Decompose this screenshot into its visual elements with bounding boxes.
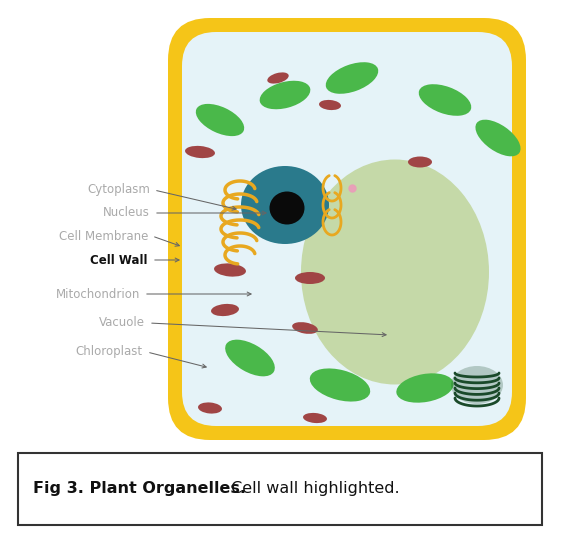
Ellipse shape — [419, 84, 472, 116]
Text: Cell wall highlighted.: Cell wall highlighted. — [226, 482, 400, 496]
Ellipse shape — [241, 166, 329, 244]
Ellipse shape — [326, 62, 378, 94]
Ellipse shape — [295, 272, 325, 284]
Ellipse shape — [396, 373, 454, 403]
Text: Vacuole: Vacuole — [99, 316, 145, 329]
Ellipse shape — [196, 104, 244, 136]
Ellipse shape — [319, 100, 341, 110]
Text: Fig 3. Plant Organelles.: Fig 3. Plant Organelles. — [33, 482, 246, 496]
Ellipse shape — [270, 192, 305, 225]
Ellipse shape — [198, 402, 222, 414]
Text: Nucleus: Nucleus — [103, 206, 150, 219]
FancyBboxPatch shape — [168, 18, 526, 440]
Text: Mitochondrion: Mitochondrion — [56, 287, 140, 300]
FancyBboxPatch shape — [182, 32, 512, 426]
Ellipse shape — [310, 368, 370, 402]
Ellipse shape — [225, 340, 275, 376]
Text: Cytoplasm: Cytoplasm — [87, 184, 150, 197]
Text: Chloroplast: Chloroplast — [76, 346, 143, 359]
Ellipse shape — [211, 304, 239, 316]
Ellipse shape — [408, 157, 432, 167]
Ellipse shape — [268, 72, 289, 84]
Ellipse shape — [475, 120, 520, 156]
Ellipse shape — [185, 146, 215, 158]
Text: Cell Membrane: Cell Membrane — [58, 230, 148, 242]
Ellipse shape — [303, 413, 327, 423]
Ellipse shape — [260, 81, 310, 109]
Ellipse shape — [451, 366, 503, 404]
Ellipse shape — [301, 159, 489, 384]
Ellipse shape — [292, 322, 318, 334]
Ellipse shape — [214, 264, 246, 276]
Text: Cell Wall: Cell Wall — [90, 253, 148, 267]
Bar — [18, 453, 542, 525]
